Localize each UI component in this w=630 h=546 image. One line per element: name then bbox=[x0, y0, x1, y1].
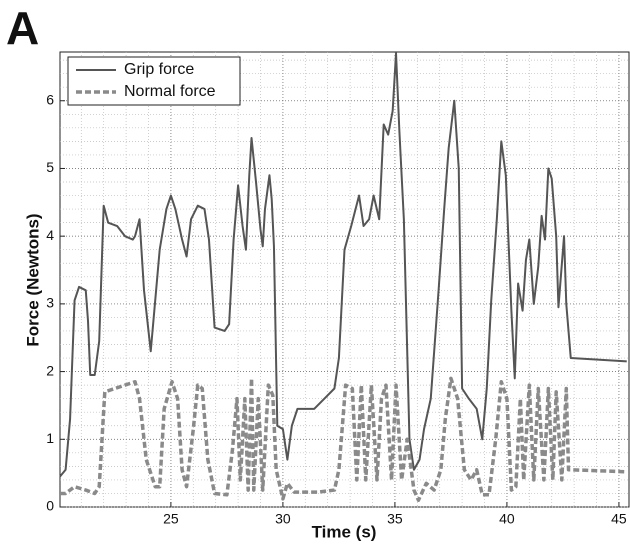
x-tick-label: 25 bbox=[163, 511, 179, 527]
plot-area bbox=[59, 51, 630, 508]
legend: Grip force Normal force bbox=[67, 56, 241, 106]
panel-label: A bbox=[6, 2, 39, 54]
lines bbox=[59, 52, 627, 502]
y-tick-label: 4 bbox=[46, 227, 54, 243]
x-tick-label: 40 bbox=[499, 511, 515, 527]
y-tick-label: 1 bbox=[46, 430, 54, 446]
data-line bbox=[59, 52, 627, 478]
data-line bbox=[60, 376, 627, 502]
y-tick-label: 2 bbox=[46, 362, 54, 378]
y-tick-label: 6 bbox=[46, 91, 54, 107]
x-tick-label: 45 bbox=[611, 511, 627, 527]
y-axis-label: Force (Newtons) bbox=[23, 213, 42, 346]
legend-label: Grip force bbox=[124, 61, 194, 78]
y-tick-label: 0 bbox=[46, 498, 54, 514]
x-tick-label: 35 bbox=[387, 511, 403, 527]
x-axis-label: Time (s) bbox=[312, 522, 377, 541]
x-tick-label: 30 bbox=[275, 511, 291, 527]
legend-box bbox=[67, 56, 241, 106]
legend-label: Normal force bbox=[124, 83, 216, 100]
y-tick-label: 5 bbox=[46, 159, 54, 175]
y-tick-label: 3 bbox=[46, 295, 54, 311]
